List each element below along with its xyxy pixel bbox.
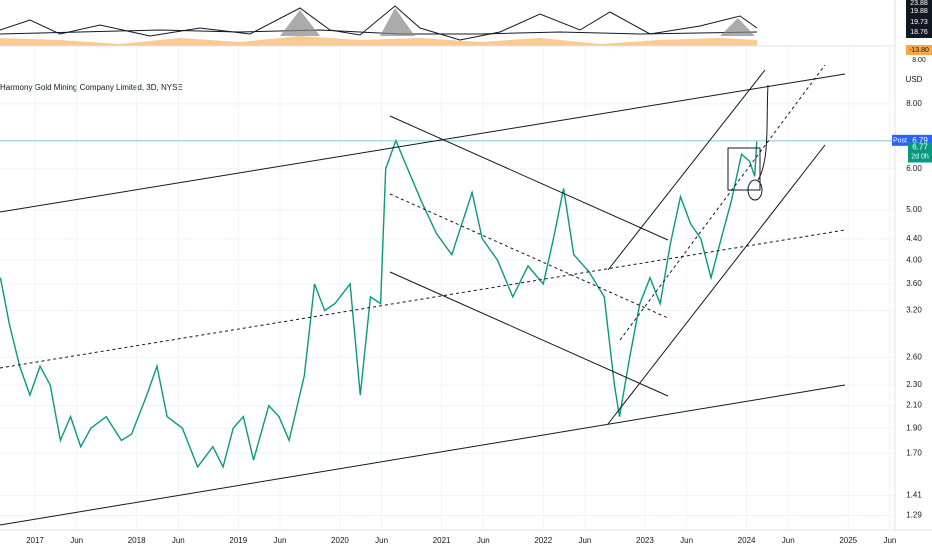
y-tick-label: 1.41	[906, 491, 922, 500]
x-tick-label: 2025	[839, 536, 857, 545]
indicator-label: 23.88	[910, 0, 928, 7]
x-tick-label: Jun	[883, 536, 896, 545]
x-tick-label: 2024	[738, 536, 756, 545]
x-tick-label: Jun	[274, 536, 287, 545]
last-price: 6.77	[912, 143, 928, 152]
currency: USD	[906, 75, 923, 84]
y-tick-label: 1.29	[906, 511, 922, 520]
countdown: 2d 0h	[911, 153, 929, 160]
y-tick-label: 3.20	[906, 306, 922, 315]
x-tick-label: 2021	[433, 536, 451, 545]
indicator-label: 19.88	[910, 8, 928, 15]
indicator-panel	[0, 5, 895, 47]
trend-lines	[0, 64, 846, 526]
last-price-bg	[908, 142, 932, 163]
x-tick-label: Jun	[375, 536, 388, 545]
x-tick-label: 2019	[229, 536, 247, 545]
chart-title: Harmony Gold Mining Company Limited, 3D,…	[0, 83, 183, 92]
y-tick-label: 4.00	[906, 255, 922, 264]
price-line	[0, 138, 758, 469]
x-tick-label: 2018	[128, 536, 146, 545]
post-price-bg	[908, 134, 932, 146]
y-tick-label: 1.70	[906, 448, 922, 457]
x-tick-label: Jun	[680, 536, 693, 545]
post-tag-bg	[892, 134, 908, 146]
indicator-label-bg	[906, 45, 932, 55]
y-tick-label: 2.10	[906, 401, 922, 410]
y-tick-label: 3.60	[906, 279, 922, 288]
y-tick-label: 4.40	[906, 234, 922, 243]
x-tick-label: Jun	[172, 536, 185, 545]
y-tick-label: 2.60	[906, 353, 922, 362]
grid	[0, 46, 895, 530]
x-tick-label: 2022	[534, 536, 552, 545]
post-tag: Post	[893, 138, 907, 145]
post-price: 6.79	[912, 136, 928, 145]
indicator-label: 19.73	[910, 19, 928, 26]
x-tick-label: 2020	[331, 536, 349, 545]
y-tick-label: 2.30	[906, 380, 922, 389]
x-tick-label: Jun	[477, 536, 490, 545]
indicator-label: -13.80	[909, 47, 929, 54]
y-tick-label: 8.00	[906, 99, 922, 108]
indicator-label: 8.00	[912, 57, 926, 64]
indicator-label-bg	[906, 0, 932, 38]
x-tick-label: 2023	[636, 536, 654, 545]
x-tick-label: Jun	[578, 536, 591, 545]
x-tick-label: Jun	[782, 536, 795, 545]
indicator-label: 18.76	[910, 29, 928, 36]
x-tick-label: Jun	[70, 536, 83, 545]
y-tick-label: 5.00	[906, 205, 922, 214]
x-tick-label: 2017	[26, 536, 44, 545]
plot	[0, 138, 895, 469]
y-tick-label: 1.90	[906, 423, 922, 432]
y-tick-label: 6.00	[906, 164, 922, 173]
axes: 8.00 6.00 5.00 4.40 4.00 3.60 3.20 2.60 2.30 2.10…	[26, 0, 932, 545]
